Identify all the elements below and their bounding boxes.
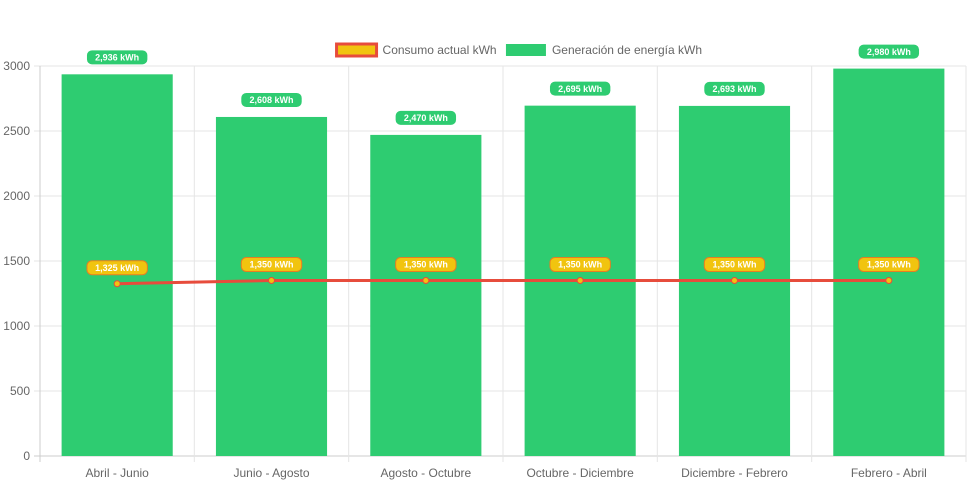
consumption-line [117,279,889,286]
consumption-point[interactable] [885,277,893,284]
y-tick-label: 0 [23,449,30,463]
x-tick-label: Octubre - Diciembre [526,466,634,480]
consumption-point[interactable] [422,277,430,284]
generation-bar[interactable] [215,116,328,457]
y-tick-label: 2000 [3,189,30,203]
bar-value-label-background [549,81,611,96]
line-value-label-text: 1,350 kWh [249,260,293,270]
line-value-label-background [703,257,766,272]
x-tick-label: Diciembre - Febrero [681,466,788,480]
line-value-label-background [858,257,920,272]
bar-value-label-text: 2,693 kWh [712,84,756,94]
generation-legend-swatch [505,44,546,56]
line-value-label-background [549,257,611,272]
generation-bar[interactable] [370,134,482,456]
x-tick-label: Junio - Agosto [233,466,309,480]
bar-value-label-background [858,44,920,59]
consumption-line-group [113,277,893,288]
bar-value-label-text: 2,980 kWh [867,47,911,57]
data-labels: 2,936 kWh 2,608 kWh 2,470 kWh 2,695 kWh 2,69… [86,44,920,276]
consumption-legend-swatch [335,42,379,58]
bar-value-label-text: 2,608 kWh [249,95,293,105]
bar-value-label: 2,693 kWh [704,81,765,96]
y-tick-label: 500 [10,384,30,398]
line-value-label-text: 1,350 kWh [867,260,911,270]
x-tick-label: Febrero - Abril [851,466,927,480]
line-value-label: 1,350 kWh [240,257,303,272]
generation-legend[interactable]: Generación de energía kWh [505,43,702,57]
y-tick-label: 3000 [3,59,30,73]
line-value-label-text: 1,325 kWh [95,263,139,273]
line-value-label-text: 1,350 kWh [404,260,448,270]
bar-value-label-background [86,50,148,65]
consumption-legend[interactable]: Consumo actual kWh [335,42,497,58]
line-value-label-background [240,257,303,272]
y-tick-label: 1000 [3,319,30,333]
line-value-label-background [395,257,457,272]
line-value-label: 1,350 kWh [395,257,457,272]
bar-value-label-background [704,81,765,96]
bar-value-label: 2,936 kWh [86,50,148,65]
bar-value-label: 2,980 kWh [858,44,920,59]
x-tick-label: Abril - Junio [85,466,149,480]
grid [34,65,967,462]
consumption-point[interactable] [576,277,584,284]
consumption-point[interactable] [113,280,121,288]
consumption-legend-label: Consumo actual kWh [383,43,497,57]
generation-legend-label: Generación de energía kWh [552,43,702,57]
line-value-label: 1,350 kWh [549,257,611,272]
y-tick-label: 1500 [3,254,30,268]
line-value-label: 1,325 kWh [86,260,148,276]
legend[interactable]: Consumo actual kWh Generación de energía … [335,42,702,58]
consumption-point[interactable] [268,277,275,284]
y-tick-label: 2500 [3,124,30,138]
bar-value-label-text: 2,936 kWh [95,53,139,63]
bar-value-label-background [395,110,457,125]
line-value-label-text: 1,350 kWh [558,260,602,270]
x-tick-label: Agosto - Octubre [380,466,471,480]
line-value-label-background [86,260,148,276]
consumption-point[interactable] [731,277,738,284]
bar-value-label: 2,470 kWh [395,110,457,125]
bar-value-label-background [241,92,302,107]
line-value-label: 1,350 kWh [858,257,920,272]
bar-value-label-text: 2,695 kWh [558,84,602,94]
bar-value-label-text: 2,470 kWh [404,113,448,123]
axes: 0 500 1000 1500 2000 2500 3000 Abril - Junio Jun… [3,59,927,480]
line-value-label-text: 1,350 kWh [712,260,756,270]
line-value-label: 1,350 kWh [703,257,766,272]
bar-value-label: 2,695 kWh [549,81,611,96]
bar-value-label: 2,608 kWh [241,92,302,107]
